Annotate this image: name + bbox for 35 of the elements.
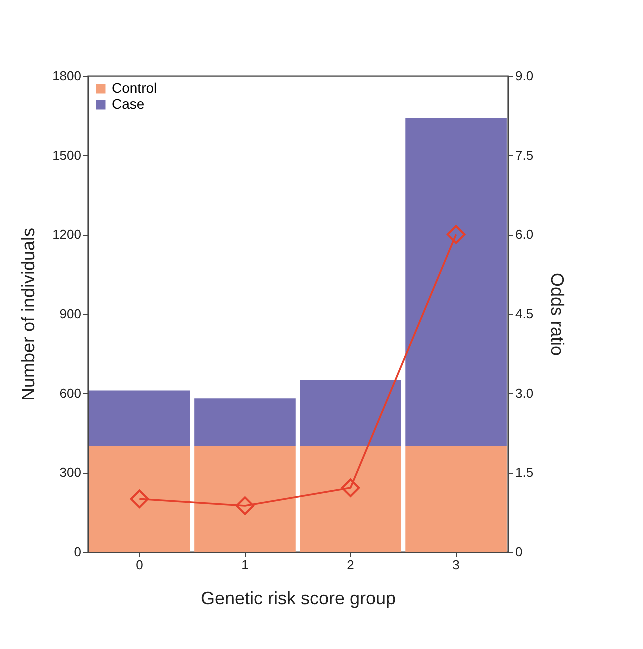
y2-tick-label: 4.5 <box>516 306 534 322</box>
legend-label: Control <box>112 80 158 96</box>
y-tick-label: 0 <box>74 544 82 560</box>
bar <box>406 118 507 446</box>
y2-tick-label: 7.5 <box>516 148 534 163</box>
x-tick-label: 2 <box>347 558 354 572</box>
bar <box>89 390 190 446</box>
x-axis-title: Genetic risk score group <box>200 588 396 608</box>
y2-tick-label: 1.5 <box>516 465 534 480</box>
bar <box>194 398 296 446</box>
point <box>130 490 150 508</box>
y-tick-label: 600 <box>60 386 82 401</box>
y2-axis-title: Odds ratio <box>548 272 568 356</box>
y-tick-label: 300 <box>60 465 82 480</box>
y2-tick-label: 0 <box>516 544 523 560</box>
y-tick-label: 900 <box>60 306 82 322</box>
y-tick-label: 1500 <box>52 148 82 163</box>
x-tick-label: 0 <box>136 558 144 572</box>
y-tick-label: 1200 <box>52 227 82 242</box>
point <box>341 478 360 498</box>
x-tick-label: 1 <box>242 558 249 572</box>
y2-tick-label: 3.0 <box>516 386 534 401</box>
point <box>446 225 466 244</box>
y2-tick-label: 9.0 <box>516 68 534 84</box>
y-tick-label: 1800 <box>52 68 82 84</box>
point <box>236 496 255 516</box>
bar <box>300 446 402 552</box>
y-axis-title: Number of individuals <box>18 228 39 402</box>
legend-label: Case <box>112 96 145 112</box>
x-tick-label: 3 <box>452 558 460 572</box>
bar <box>300 380 402 446</box>
y2-tick-label: 6.0 <box>516 227 534 242</box>
bar <box>406 446 507 552</box>
bar <box>89 446 190 552</box>
bar <box>194 446 296 552</box>
